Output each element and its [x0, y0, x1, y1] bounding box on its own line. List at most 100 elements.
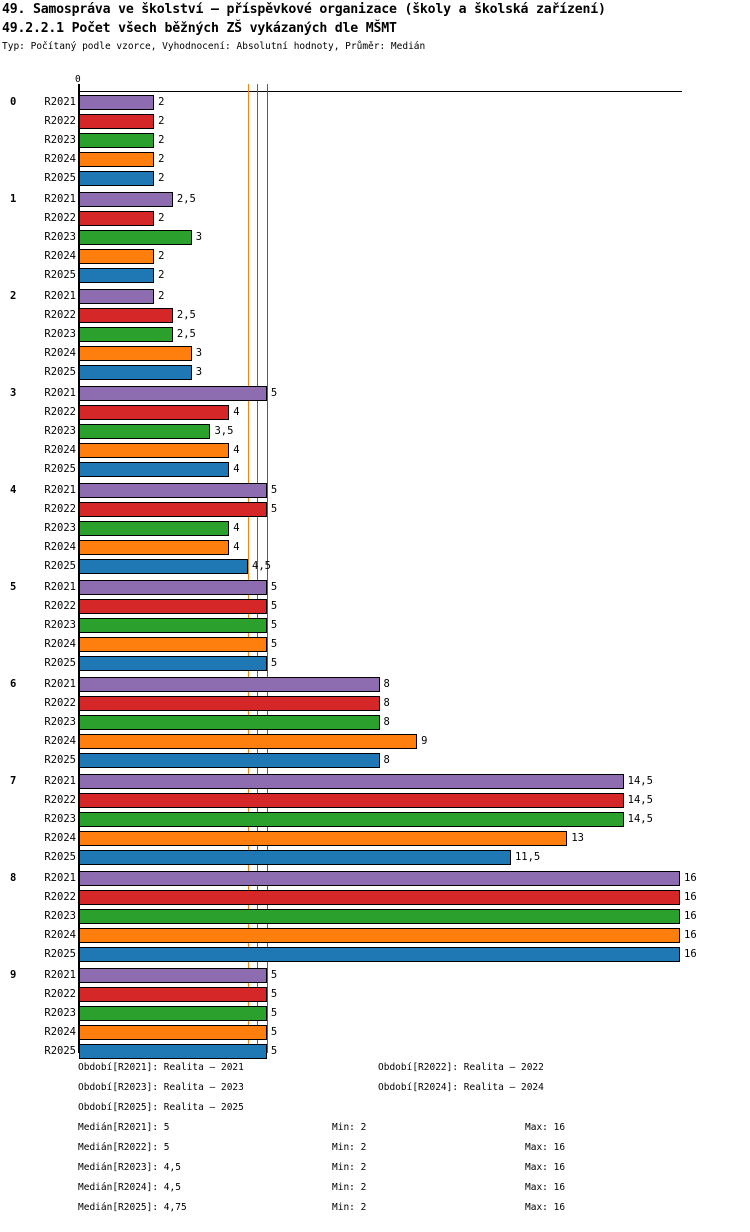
bar-r2021[interactable] [79, 192, 173, 207]
bar-row[interactable]: R2025 3 [0, 363, 750, 382]
bar-row[interactable]: R2024 5 [0, 635, 750, 654]
bar-row[interactable]: R2025 4,5 [0, 557, 750, 576]
bar-row[interactable]: R2022 2,5 [0, 306, 750, 325]
bar-row[interactable]: R2021 2 [0, 93, 750, 112]
bar-r2024[interactable] [79, 249, 155, 264]
bar-r2021[interactable] [79, 580, 267, 595]
bar-r2023[interactable] [79, 715, 380, 730]
bar-row[interactable]: R2024 2 [0, 247, 750, 266]
bar-r2021[interactable] [79, 871, 680, 886]
bar-row[interactable]: R2023 2 [0, 131, 750, 150]
bar-r2024[interactable] [79, 540, 230, 555]
bar-r2022[interactable] [79, 211, 155, 226]
bar-row[interactable]: R2022 5 [0, 597, 750, 616]
bar-row[interactable]: R2023 14,5 [0, 810, 750, 829]
bar-row[interactable]: R2022 5 [0, 985, 750, 1004]
bar-row[interactable]: R2023 8 [0, 713, 750, 732]
bar-r2023[interactable] [79, 230, 192, 245]
bar-row[interactable]: R2024 4 [0, 538, 750, 557]
bar-row[interactable]: R2025 2 [0, 169, 750, 188]
bar-row[interactable]: R2024 4 [0, 441, 750, 460]
bar-r2022[interactable] [79, 987, 267, 1002]
bar-row[interactable]: R2024 5 [0, 1023, 750, 1042]
bar-r2024[interactable] [79, 443, 230, 458]
bar-r2025[interactable] [79, 171, 155, 186]
bar-r2024[interactable] [79, 152, 155, 167]
bar-row[interactable]: R2024 3 [0, 344, 750, 363]
bar-row[interactable]: R2025 5 [0, 654, 750, 673]
bar-r2021[interactable] [79, 483, 267, 498]
bar-r2024[interactable] [79, 637, 267, 652]
bar-r2024[interactable] [79, 928, 680, 943]
bar-r2023[interactable] [79, 133, 155, 148]
bar-row[interactable]: R2022 14,5 [0, 791, 750, 810]
bar-r2022[interactable] [79, 599, 267, 614]
bar-row[interactable]: R2024 13 [0, 829, 750, 848]
bar-r2021[interactable] [79, 289, 155, 304]
bar-row[interactable]: R2021 5 [0, 384, 750, 403]
bar-r2025[interactable] [79, 462, 230, 477]
bar-r2025[interactable] [79, 268, 155, 283]
bar-row[interactable]: R2023 5 [0, 616, 750, 635]
bar-r2024[interactable] [79, 1025, 267, 1040]
bar-r2023[interactable] [79, 1006, 267, 1021]
bar-r2025[interactable] [79, 947, 680, 962]
bar-r2023[interactable] [79, 327, 173, 342]
bar-row[interactable]: R2023 16 [0, 907, 750, 926]
bar-row[interactable]: R2022 2 [0, 209, 750, 228]
bar-row[interactable]: R2021 8 [0, 675, 750, 694]
bar-row[interactable]: R2025 8 [0, 751, 750, 770]
bar-row[interactable]: R2022 2 [0, 112, 750, 131]
bar-r2022[interactable] [79, 793, 624, 808]
bar-row[interactable]: R2021 5 [0, 481, 750, 500]
bar-r2022[interactable] [79, 890, 680, 905]
bar-row[interactable]: R2025 4 [0, 460, 750, 479]
bar-row[interactable]: R2025 2 [0, 266, 750, 285]
bar-row[interactable]: R2021 16 [0, 869, 750, 888]
bar-r2021[interactable] [79, 386, 267, 401]
bar-r2025[interactable] [79, 1044, 267, 1059]
bar-row[interactable]: R2023 3,5 [0, 422, 750, 441]
bar-row[interactable]: R2023 2,5 [0, 325, 750, 344]
bar-r2022[interactable] [79, 308, 173, 323]
bar-row[interactable]: R2025 5 [0, 1042, 750, 1061]
bar-r2023[interactable] [79, 909, 680, 924]
bar-row[interactable]: R2023 4 [0, 519, 750, 538]
bar-r2022[interactable] [79, 405, 230, 420]
bar-r2023[interactable] [79, 521, 230, 536]
bar-row[interactable]: R2022 5 [0, 500, 750, 519]
bar-r2025[interactable] [79, 753, 380, 768]
bar-row[interactable]: R2021 5 [0, 966, 750, 985]
bar-r2025[interactable] [79, 559, 249, 574]
bar-row[interactable]: R2021 5 [0, 578, 750, 597]
bar-r2025[interactable] [79, 656, 267, 671]
bar-row[interactable]: R2024 2 [0, 150, 750, 169]
bar-r2021[interactable] [79, 774, 624, 789]
bar-r2021[interactable] [79, 968, 267, 983]
bar-r2024[interactable] [79, 734, 418, 749]
bar-r2023[interactable] [79, 424, 211, 439]
bar-row[interactable]: R2025 11,5 [0, 848, 750, 867]
bar-r2022[interactable] [79, 696, 380, 711]
bar-row[interactable]: R2022 16 [0, 888, 750, 907]
bar-r2021[interactable] [79, 677, 380, 692]
bar-r2025[interactable] [79, 850, 511, 865]
bar-r2024[interactable] [79, 831, 568, 846]
bar-row[interactable]: R2022 4 [0, 403, 750, 422]
bar-row[interactable]: R2021 2,5 [0, 190, 750, 209]
bar-row[interactable]: R2023 5 [0, 1004, 750, 1023]
bar-row[interactable]: R2024 9 [0, 732, 750, 751]
bar-r2024[interactable] [79, 346, 192, 361]
bar-row[interactable]: R2021 14,5 [0, 772, 750, 791]
bar-r2023[interactable] [79, 812, 624, 827]
bar-r2022[interactable] [79, 502, 267, 517]
bar-row[interactable]: R2023 3 [0, 228, 750, 247]
bar-r2021[interactable] [79, 95, 155, 110]
bar-r2022[interactable] [79, 114, 155, 129]
bar-row[interactable]: R2022 8 [0, 694, 750, 713]
bar-row[interactable]: R2025 16 [0, 945, 750, 964]
bar-r2025[interactable] [79, 365, 192, 380]
bar-r2023[interactable] [79, 618, 267, 633]
bar-row[interactable]: R2024 16 [0, 926, 750, 945]
bar-row[interactable]: R2021 2 [0, 287, 750, 306]
